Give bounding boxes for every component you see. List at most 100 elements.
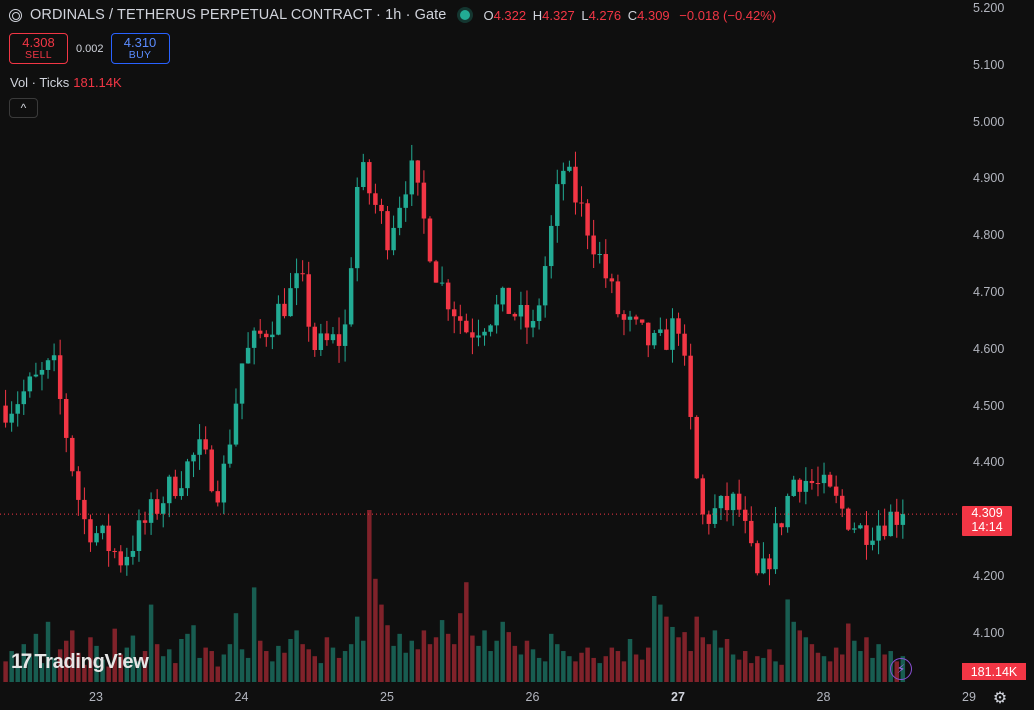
time-tick-label: 28 <box>816 690 831 704</box>
candle-body <box>555 184 560 226</box>
volume-bar <box>500 621 505 682</box>
candle-body <box>45 360 51 370</box>
candle-body <box>767 558 772 570</box>
candle-body <box>742 509 748 521</box>
volume-legend[interactable]: Vol · Ticks 181.14K <box>10 75 122 90</box>
volume-bar <box>530 649 536 682</box>
buy-button[interactable]: 4.310 BUY <box>110 33 170 64</box>
candle-body <box>185 461 190 489</box>
volume-bar <box>88 637 93 682</box>
volume-bar <box>282 652 287 682</box>
candle-body <box>403 194 408 208</box>
candle-body <box>106 525 111 552</box>
volume-bar <box>597 663 602 682</box>
candle-body <box>779 523 784 528</box>
candle-body <box>609 278 615 282</box>
candle-body <box>700 478 706 515</box>
candle-body <box>130 551 136 557</box>
candle-body <box>264 333 269 338</box>
time-tick-label: 27 <box>671 690 685 704</box>
candle-body <box>458 316 463 321</box>
volume-bar <box>573 661 578 682</box>
candle-body <box>421 182 427 219</box>
symbol-title[interactable]: ORDINALS / TETHERUS PERPETUAL CONTRACT ·… <box>30 7 447 23</box>
candle-body <box>367 162 372 194</box>
candle-body <box>342 324 348 346</box>
candle-body <box>833 486 839 496</box>
candle-body <box>63 398 69 438</box>
sell-button[interactable]: 4.308 SELL <box>9 33 68 64</box>
candle-body <box>621 314 627 320</box>
price-scale[interactable]: 5.200 5.100 5.000 4.900 4.800 4.700 4.600 4.500… <box>960 0 1034 690</box>
volume-bar <box>506 632 512 682</box>
volume-bar <box>609 647 615 682</box>
volume-bar <box>373 578 378 682</box>
candle-body <box>39 369 45 375</box>
volume-bar <box>682 632 687 682</box>
volume-bar <box>512 645 518 682</box>
candle-body <box>282 303 287 317</box>
volume-bar <box>688 651 693 682</box>
candle-body <box>318 333 324 350</box>
time-scale[interactable]: 23 24 25 26 27 28 29 <box>0 690 976 710</box>
candle-body <box>688 355 693 417</box>
candle-body <box>603 254 609 279</box>
candle-body <box>70 437 75 472</box>
candle-body <box>445 282 451 310</box>
candle-body <box>524 305 530 328</box>
volume-bar <box>555 644 560 682</box>
candle-body <box>864 525 869 545</box>
candle-body <box>724 495 730 511</box>
candle-body <box>858 525 863 529</box>
volume-bar <box>160 656 166 682</box>
candle-body <box>330 334 336 341</box>
volume-legend-label: Vol · Ticks <box>10 75 70 90</box>
status-dot-icon <box>460 10 471 20</box>
collapse-legend-button[interactable]: ^ <box>9 98 38 118</box>
volume-bar <box>391 645 396 682</box>
candle-body <box>573 166 578 203</box>
volume-bar <box>755 656 760 682</box>
volume-bar <box>112 628 117 682</box>
volume-bar <box>348 644 354 682</box>
candle-body <box>191 454 196 462</box>
volume-bar <box>645 647 651 682</box>
gear-icon[interactable]: ⚙ <box>992 690 1008 707</box>
volume-bar <box>488 651 493 682</box>
volume-bar <box>433 637 439 682</box>
candle-body <box>706 514 712 524</box>
candle-body <box>561 170 566 185</box>
candle-body <box>718 495 724 509</box>
volume-bar <box>670 626 675 682</box>
volume-bar <box>306 649 311 682</box>
volume-bar <box>621 661 627 682</box>
candle-body <box>154 499 160 514</box>
candle-body <box>579 202 584 204</box>
candle-body <box>270 334 275 338</box>
candle-body <box>148 499 154 523</box>
candle-body <box>221 463 227 503</box>
candle-body <box>894 511 900 525</box>
time-tick-label: 24 <box>234 690 249 704</box>
candle-body <box>530 321 536 328</box>
volume-bar <box>76 652 81 682</box>
volume-bar <box>300 644 305 682</box>
candle-body <box>500 287 505 305</box>
symbol-icon[interactable] <box>9 8 22 22</box>
candle-body <box>548 225 554 267</box>
volume-bar <box>476 645 481 682</box>
volume-bar <box>561 651 566 682</box>
last-price-tag: 4.309 14:14 <box>962 506 1012 537</box>
trade-buttons: 4.308 SELL 0.002 4.310 BUY <box>9 33 170 64</box>
volume-bar <box>130 635 136 682</box>
candle-body <box>136 520 142 552</box>
volume-bar <box>197 657 202 682</box>
lightning-icon[interactable]: ⚡ <box>890 658 912 680</box>
volume-bar <box>524 640 530 682</box>
tradingview-logo[interactable]: 17 TradingView <box>11 650 149 674</box>
candle-body <box>288 288 293 317</box>
candle-body <box>9 413 14 423</box>
volume-bar <box>367 510 372 682</box>
candle-body <box>100 525 105 534</box>
